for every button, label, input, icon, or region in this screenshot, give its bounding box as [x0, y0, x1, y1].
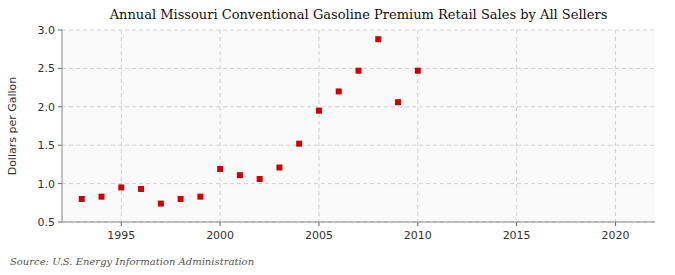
y-tick: [58, 222, 62, 223]
point: [276, 164, 282, 170]
x-tick-label: 2005: [305, 229, 333, 242]
point: [356, 68, 362, 74]
point: [375, 36, 381, 42]
x-tick: [121, 222, 122, 226]
x-grid-line: [516, 30, 517, 222]
x-tick-label: 2020: [601, 229, 629, 242]
y-grid-line: [62, 106, 655, 107]
y-grid-line: [62, 30, 655, 31]
y-tick-label: 1.5: [38, 139, 56, 152]
x-tick: [417, 222, 418, 226]
point: [316, 108, 322, 114]
point: [158, 201, 164, 207]
y-tick: [58, 68, 62, 69]
x-tick: [615, 222, 616, 226]
x-grid-line: [318, 30, 319, 222]
y-grid-line: [62, 183, 655, 184]
x-tick-label: 1995: [107, 229, 135, 242]
point: [415, 68, 421, 74]
y-tick-label: 0.5: [38, 216, 56, 229]
point: [178, 196, 184, 202]
point: [118, 184, 124, 190]
x-grid-line: [220, 30, 221, 222]
point: [395, 99, 401, 105]
x-grid-line: [615, 30, 616, 222]
point: [296, 141, 302, 147]
point: [237, 172, 243, 178]
y-tick: [58, 183, 62, 184]
point: [79, 196, 85, 202]
y-axis-label: Dollars per Gallon: [6, 77, 19, 176]
y-tick-label: 2.0: [38, 101, 56, 114]
x-tick: [220, 222, 221, 226]
y-tick-label: 3.0: [38, 24, 56, 37]
y-tick-label: 1.0: [38, 178, 56, 191]
x-tick-label: 2000: [206, 229, 234, 242]
x-tick-label: 2015: [503, 229, 531, 242]
x-tick: [516, 222, 517, 226]
y-tick: [58, 106, 62, 107]
point: [257, 176, 263, 182]
y-tick: [58, 145, 62, 146]
point: [99, 194, 105, 200]
grid: [62, 30, 655, 222]
y-grid-line: [62, 145, 655, 146]
y-axis-line: [62, 30, 63, 222]
x-tick: [318, 222, 319, 226]
y-tick-label: 2.5: [38, 62, 56, 75]
point: [217, 166, 223, 172]
x-axis-line: [62, 222, 655, 223]
chart: 0.5 1.0 1.5 2.0 2.5 3.0 1995 2000 2005 2010 2015 20…: [0, 0, 675, 275]
x-grid-line: [417, 30, 418, 222]
title: Annual Missouri Conventional Gasoline Pr…: [109, 7, 608, 22]
plot-area: [62, 30, 655, 222]
point: [138, 186, 144, 192]
x-tick-label: 2010: [404, 229, 432, 242]
point: [197, 194, 203, 200]
y-tick: [58, 30, 62, 31]
point: [336, 88, 342, 94]
y-grid-line: [62, 222, 655, 223]
points: [79, 36, 421, 206]
x-grid-line: [121, 30, 122, 222]
source-note: Source: U.S. Energy Information Administ…: [10, 256, 254, 267]
